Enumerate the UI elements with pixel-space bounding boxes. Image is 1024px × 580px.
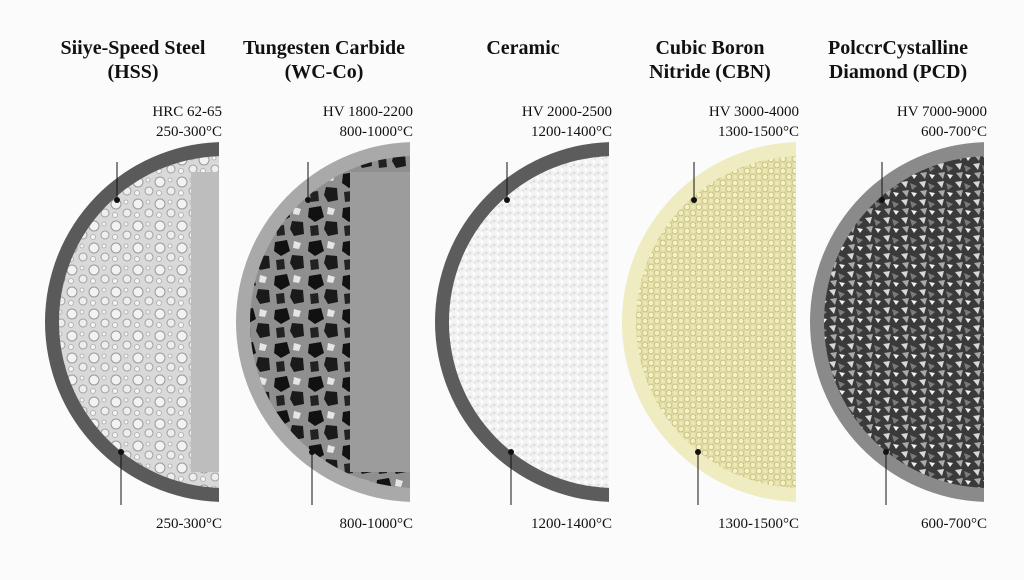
pointer-dot [504, 197, 510, 203]
hardness: HV 2000-2500 [522, 104, 612, 120]
hardness: HV 3000-4000 [709, 104, 799, 120]
material-name: PolccrCystalline [828, 37, 968, 59]
texture [449, 156, 609, 488]
pointer-dot [879, 197, 885, 203]
bottom-temperature: 800-1000°C [340, 516, 414, 532]
temperature: 1200-1400°C [531, 124, 612, 140]
material-panel: Siiye-Speed Steel(HSS) HRC 62-65 250-300°C… [45, 37, 222, 532]
material-name: Siiye-Speed Steel [61, 37, 206, 59]
bottom-temperature: 250-300°C [156, 516, 222, 532]
temperature: 800-1000°C [340, 124, 414, 140]
pointer-dot [695, 449, 701, 455]
material-panel: Tungesten Carbide(WC-Co) HV 1800-2200 800-… [236, 37, 413, 532]
hardness: HRC 62-65 [152, 104, 222, 120]
material-name: (HSS) [107, 61, 158, 83]
pointer-dot [309, 449, 315, 455]
material-name: Cubic Boron [655, 37, 764, 59]
texture [824, 156, 984, 488]
temperature: 250-300°C [156, 124, 222, 140]
material-name: Tungesten Carbide [243, 37, 405, 59]
pointer-dot [883, 449, 889, 455]
pointer-dot [114, 197, 120, 203]
bottom-temperature: 1300-1500°C [718, 516, 799, 532]
bottom-temperature: 1200-1400°C [531, 516, 612, 532]
pointer-dot [305, 197, 311, 203]
pointer-dot [508, 449, 514, 455]
core [191, 172, 219, 472]
temperature: 600-700°C [921, 124, 987, 140]
material-name: Ceramic [486, 37, 559, 59]
material-name: (WC-Co) [285, 61, 364, 83]
hardness: HV 7000-9000 [897, 104, 987, 120]
pointer-dot [691, 197, 697, 203]
hardness: HV 1800-2200 [323, 104, 413, 120]
texture [59, 156, 219, 488]
core [350, 172, 410, 472]
material-name: Diamond (PCD) [829, 61, 967, 83]
panels: Siiye-Speed Steel(HSS) HRC 62-65 250-300°C… [45, 37, 987, 532]
pointer-dot [118, 449, 124, 455]
texture [636, 156, 796, 488]
material-name: Nitride (CBN) [649, 61, 771, 83]
material-panel: Ceramic HV 2000-2500 1200-1400°C 1200-1400°… [435, 37, 612, 532]
bottom-temperature: 600-700°C [921, 516, 987, 532]
temperature: 1300-1500°C [718, 124, 799, 140]
